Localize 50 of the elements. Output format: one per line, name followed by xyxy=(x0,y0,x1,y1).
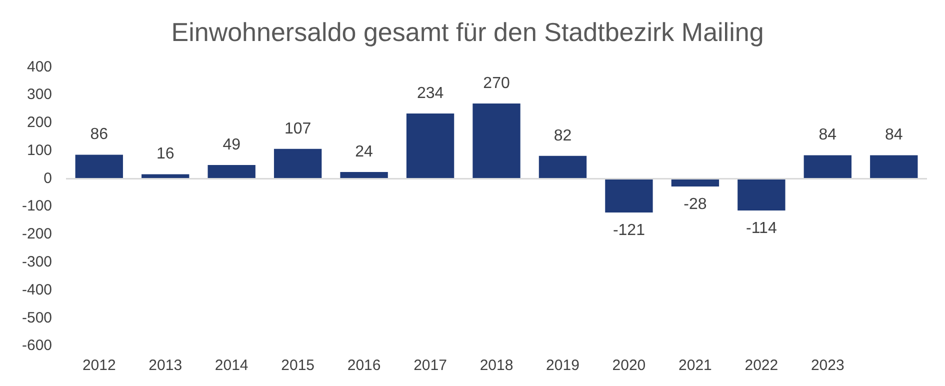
data-label: 270 xyxy=(483,74,510,92)
bar xyxy=(804,155,852,178)
x-tick-label: 2017 xyxy=(414,357,447,374)
data-label: 84 xyxy=(884,126,903,144)
data-label: -114 xyxy=(746,220,777,237)
y-tick-label: -200 xyxy=(22,226,52,243)
x-tick-label: 2021 xyxy=(678,357,712,374)
bar xyxy=(870,155,918,178)
bar xyxy=(406,113,454,178)
bar xyxy=(274,148,322,178)
x-tick-label: 2018 xyxy=(480,357,514,374)
data-label: 234 xyxy=(416,84,444,102)
y-tick-label: 400 xyxy=(26,58,52,76)
y-tick-label: -400 xyxy=(22,281,52,298)
x-tick-label: 2013 xyxy=(148,357,182,374)
x-tick-label: 2022 xyxy=(744,357,778,374)
chart-title: Einwohnersaldo gesamt für den Stadtbezirk Mailing xyxy=(171,16,764,47)
data-label: 49 xyxy=(222,136,241,154)
x-tick-label: 2020 xyxy=(612,357,646,374)
data-label: -28 xyxy=(684,196,707,213)
x-tick-label: 2014 xyxy=(214,357,248,374)
bar xyxy=(538,156,587,178)
data-label: 24 xyxy=(355,143,374,160)
bar xyxy=(208,165,256,178)
y-tick-label: 200 xyxy=(26,114,52,132)
y-tick-label: -300 xyxy=(22,254,52,270)
bar xyxy=(75,154,123,178)
data-label: 84 xyxy=(818,126,837,144)
bar xyxy=(142,174,190,178)
y-tick-label: 300 xyxy=(26,86,52,104)
bar xyxy=(671,179,720,187)
y-tick-label: -500 xyxy=(22,309,52,326)
bar xyxy=(738,179,786,211)
data-label: 16 xyxy=(156,146,174,163)
data-label: -121 xyxy=(612,222,646,239)
y-tick-label: 100 xyxy=(26,142,52,159)
x-tick-label: 2012 xyxy=(82,357,116,374)
y-tick-label: -100 xyxy=(22,198,52,215)
data-label: 86 xyxy=(90,126,108,144)
x-tick-label: 2016 xyxy=(347,357,381,374)
x-tick-label: 2023 xyxy=(810,357,844,374)
y-tick-label: -600 xyxy=(22,337,52,354)
data-label: 82 xyxy=(554,127,572,144)
y-tick-label: 0 xyxy=(44,170,52,187)
bar xyxy=(340,172,388,178)
bar xyxy=(605,179,653,212)
bar xyxy=(472,103,520,178)
x-tick-label: 2019 xyxy=(546,357,580,374)
x-tick-label: 2015 xyxy=(281,357,315,374)
data-label: 107 xyxy=(284,120,312,138)
